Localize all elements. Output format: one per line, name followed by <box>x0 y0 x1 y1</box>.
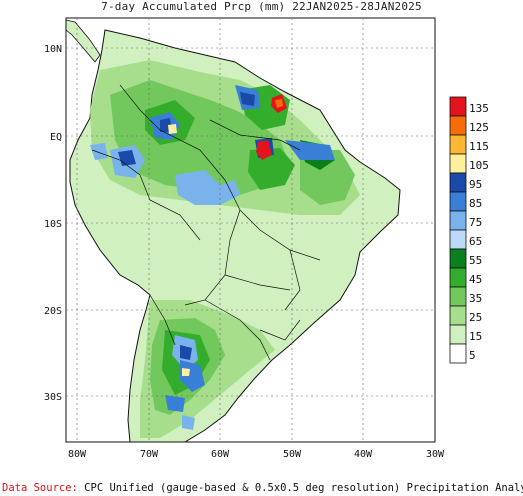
footer-source: Data Source: CPC Unified (gauge-based & … <box>2 482 523 494</box>
legend-swatch <box>449 305 467 326</box>
lon-label: 60W <box>211 449 230 460</box>
source-text: CPC Unified (gauge-based & 0.5x0.5 deg r… <box>77 482 523 494</box>
legend-swatch <box>449 134 467 155</box>
precipitation-map: 10N EQ 10S 20S 30S 80W 70W 60W 50W 40W 3… <box>44 17 489 460</box>
legend-label: 25 <box>469 311 482 324</box>
legend-swatch <box>449 96 467 117</box>
lon-label: 40W <box>354 449 373 460</box>
legend-label: 135 <box>469 102 489 115</box>
legend-label: 125 <box>469 121 489 134</box>
legend-label: 85 <box>469 197 482 210</box>
legend-swatch <box>449 191 467 212</box>
legend-label: 105 <box>469 159 489 172</box>
legend-swatch <box>449 210 467 231</box>
longitude-labels: 80W 70W 60W 50W 40W 30W <box>68 449 445 460</box>
legend-label: 75 <box>469 216 482 229</box>
lat-label: 20S <box>44 306 62 317</box>
legend-label: 45 <box>469 273 482 286</box>
precip-legend: 135 125 115 105 95 85 75 65 55 45 35 25 15 5 <box>449 96 489 364</box>
source-label: Data Source: <box>2 482 78 494</box>
lat-label: 10N <box>44 44 62 55</box>
legend-labels: 135 125 115 105 95 85 75 65 55 45 35 25 15 5 <box>469 102 489 362</box>
legend-swatch <box>449 343 467 364</box>
legend-swatch <box>449 286 467 307</box>
lon-label: 80W <box>68 449 87 460</box>
legend-label: 35 <box>469 292 482 305</box>
legend-label: 55 <box>469 254 482 267</box>
lat-label: EQ <box>50 132 62 143</box>
legend-swatch <box>449 172 467 193</box>
legend-label: 115 <box>469 140 489 153</box>
lon-label: 50W <box>283 449 302 460</box>
latitude-labels: 10N EQ 10S 20S 30S <box>44 44 62 403</box>
legend-label: 5 <box>469 349 476 362</box>
legend-label: 15 <box>469 330 482 343</box>
lon-label: 70W <box>140 449 159 460</box>
legend-swatch <box>449 229 467 250</box>
legend-swatch <box>449 324 467 345</box>
grid-lines <box>66 18 435 442</box>
lon-label: 30W <box>426 449 445 460</box>
legend-label: 95 <box>469 178 482 191</box>
land-fill <box>65 19 401 443</box>
legend-label: 65 <box>469 235 482 248</box>
lat-label: 30S <box>44 392 62 403</box>
map-title: 7-day Accumulated Prcp (mm) 22JAN2025-28… <box>101 0 422 13</box>
legend-swatches <box>449 96 467 364</box>
legend-swatch <box>449 267 467 288</box>
legend-swatch <box>449 248 467 269</box>
legend-swatch <box>449 115 467 136</box>
lat-label: 10S <box>44 219 62 230</box>
legend-swatch <box>449 153 467 174</box>
